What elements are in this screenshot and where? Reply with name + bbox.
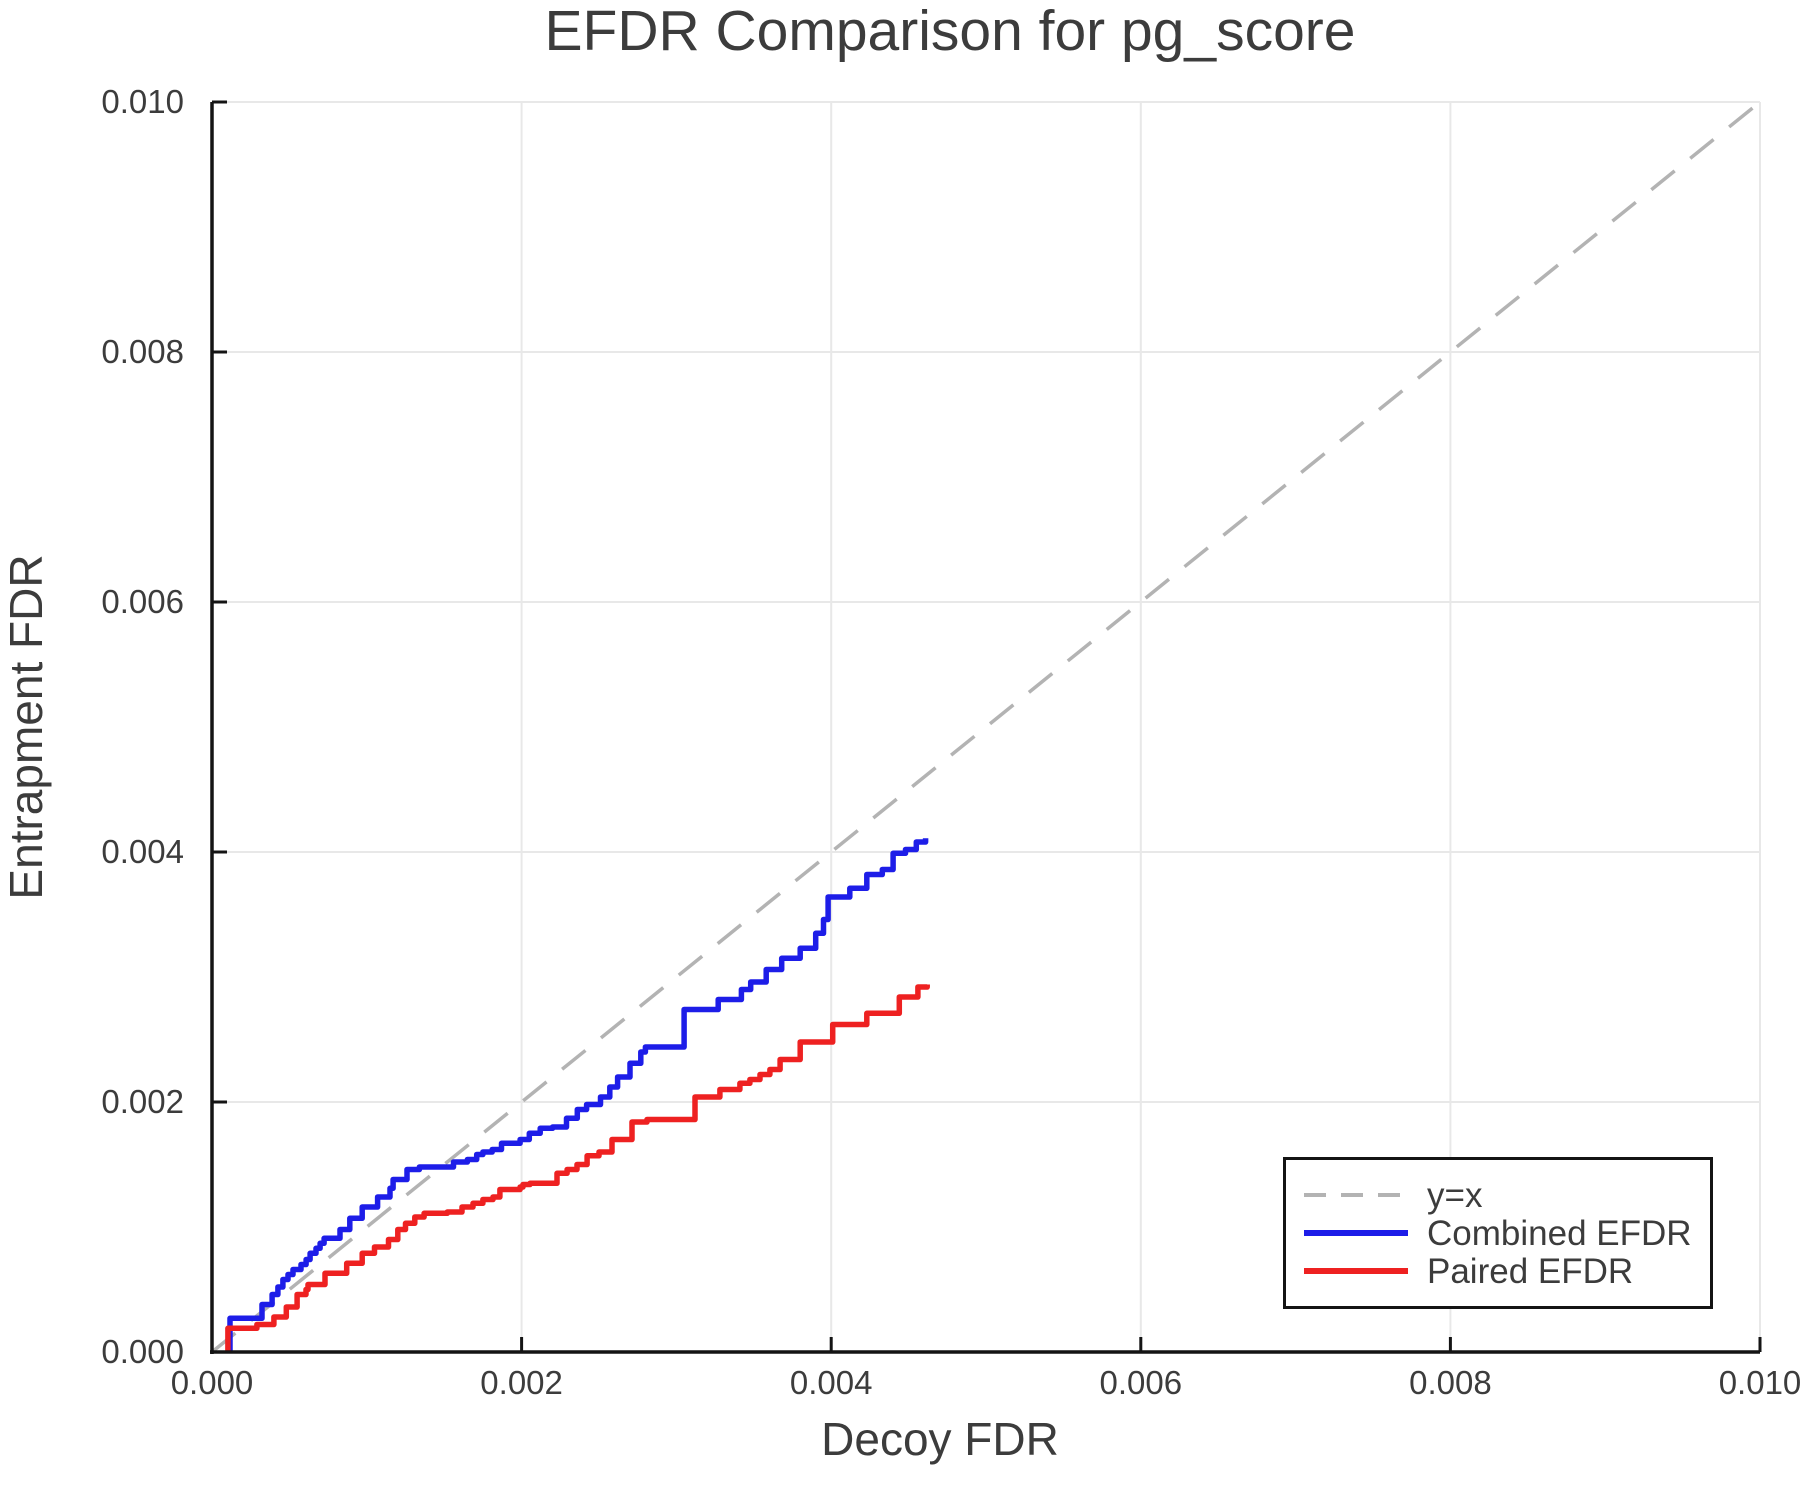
legend-label-yx: y=x xyxy=(1427,1175,1483,1215)
y-tick-label: 0.002 xyxy=(101,1083,184,1120)
axes-spines xyxy=(210,102,1760,1354)
series-line-paired-efdr xyxy=(225,984,930,1352)
red-line-sample xyxy=(1304,1268,1408,1274)
legend-label-paired-efdr: Paired EFDR xyxy=(1427,1251,1634,1291)
chart-title: EFDR Comparison for pg_score xyxy=(545,0,1356,63)
x-tick-label: 0.008 xyxy=(1409,1364,1492,1401)
y-tick-label: 0.006 xyxy=(101,583,184,620)
tick-marks xyxy=(210,100,1762,1354)
x-tick-label: 0.002 xyxy=(480,1364,563,1401)
y-tick-label: 0.008 xyxy=(101,333,184,370)
tick-labels: 0.000 0.002 0.004 0.006 0.008 0.010 0.000 0.002… xyxy=(101,83,1800,1401)
x-tick-label: 0.010 xyxy=(1719,1364,1800,1401)
y-tick-label: 0.010 xyxy=(101,83,184,120)
series-line-y-x xyxy=(210,100,1762,1354)
y-axis-label: Entrapment FDR xyxy=(0,554,52,899)
legend-item-yx: y=x xyxy=(1302,1176,1710,1214)
x-tick-label: 0.004 xyxy=(790,1364,873,1401)
x-tick-label: 0.006 xyxy=(1100,1364,1183,1401)
legend-item-combined-efdr: Combined EFDR xyxy=(1302,1214,1710,1252)
x-axis-label: Decoy FDR xyxy=(821,1413,1059,1465)
legend: y=x Combined EFDR Paired EFDR xyxy=(1283,1157,1713,1309)
dashed-line-sample xyxy=(1304,1193,1408,1197)
legend-item-paired-efdr: Paired EFDR xyxy=(1302,1252,1710,1290)
y-tick-label: 0.004 xyxy=(101,833,184,870)
series-line-combined-efdr xyxy=(227,838,929,1352)
blue-line-sample xyxy=(1304,1230,1408,1236)
data-series xyxy=(210,100,1762,1354)
x-tick-label: 0.000 xyxy=(171,1364,254,1401)
y-tick-label: 0.000 xyxy=(101,1333,184,1370)
legend-label-combined-efdr: Combined EFDR xyxy=(1427,1213,1692,1253)
